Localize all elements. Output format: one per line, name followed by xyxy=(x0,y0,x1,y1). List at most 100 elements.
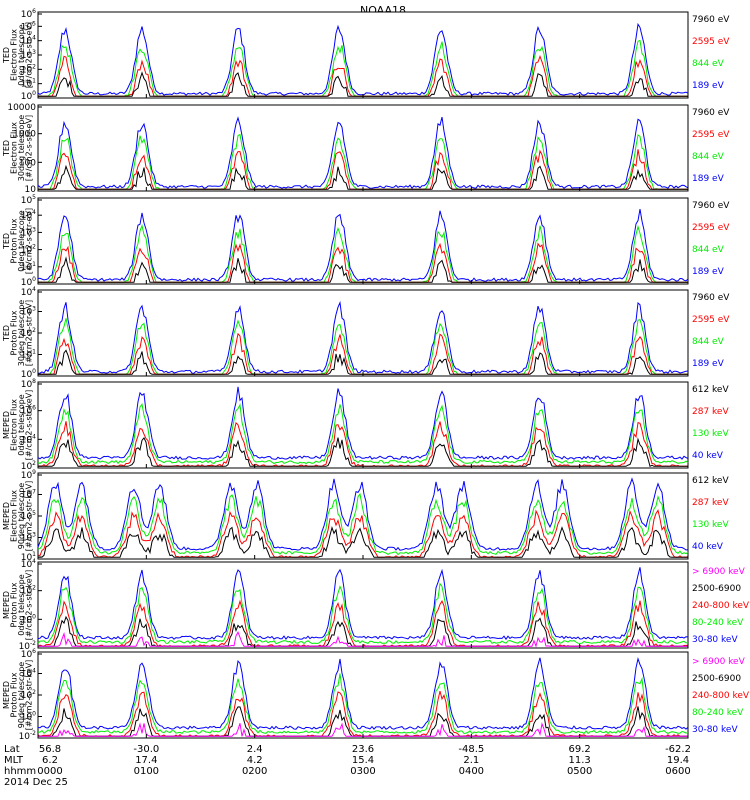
panel-frame xyxy=(37,11,689,99)
y-axis-label-line: 30deg telescope xyxy=(17,300,26,367)
y-tick-base: 10 xyxy=(21,263,33,273)
y-tick-label: 1000 xyxy=(13,130,36,140)
y-tick-base: 10 xyxy=(21,553,33,563)
series-trace xyxy=(37,477,689,551)
y-tick-label: 104 xyxy=(21,558,36,570)
y-axis-label-line: [#/cm2-s-str-keV] xyxy=(25,390,34,461)
y-tick-base: 10 xyxy=(21,92,33,102)
legend-entry: > 6900 keV xyxy=(692,567,746,577)
legend-entry: 130 keV xyxy=(692,429,729,439)
legend-entry: 40 keV xyxy=(692,542,724,552)
panel-frame xyxy=(37,561,689,649)
y-tick-base: 10 xyxy=(21,713,33,723)
y-tick-base: 10 xyxy=(21,615,33,625)
legend-entry: 844 eV xyxy=(692,245,725,255)
y-tick-base: 10 xyxy=(21,407,33,417)
x-tick-label-hhmm: 0600 xyxy=(665,766,690,777)
y-tick-exp: 2 xyxy=(32,244,36,251)
y-tick-exp: 0 xyxy=(32,276,36,283)
y-tick-exp: 4 xyxy=(32,209,36,216)
y-tick-label: 102 xyxy=(21,327,36,339)
y-tick-exp: 7 xyxy=(32,489,36,496)
series-trace xyxy=(37,402,689,465)
y-tick-label: 101 xyxy=(21,78,36,90)
y-axis-label-line: Proton Flux xyxy=(10,218,19,263)
x-tick-label-lat: 69.2 xyxy=(569,744,591,755)
legend-entry: 7960 eV xyxy=(692,15,730,25)
y-tick-label: 105 xyxy=(21,20,36,32)
y-tick-base: 10 xyxy=(21,80,33,90)
y-tick-exp: 3 xyxy=(32,49,36,56)
y-tick-base: 10 xyxy=(21,351,33,361)
series-trace xyxy=(37,582,689,645)
y-tick-base: 10 xyxy=(21,196,33,206)
y-tick-label: 103 xyxy=(21,49,36,61)
y-tick-base: 10000 xyxy=(7,103,36,113)
y-tick-label: 106 xyxy=(21,648,36,660)
y-tick-base: 10 xyxy=(21,691,33,701)
y-tick-base: 10 xyxy=(21,471,33,481)
legend-entry: 130 keV xyxy=(692,520,729,530)
y-axis-label-line: Electron Flux xyxy=(10,29,19,81)
x-tick-label-hhmm: 0000 xyxy=(37,766,62,777)
y-tick-base: 10 xyxy=(21,650,33,660)
y-tick-exp: 2 xyxy=(32,327,36,334)
y-tick-label: 103 xyxy=(21,226,36,238)
y-axis-label: TEDElectron Flux30deg telescope[#/cm2-s-… xyxy=(2,115,34,182)
y-tick-base: 10 xyxy=(21,587,33,597)
y-tick-exp: -2 xyxy=(30,730,36,737)
y-tick-label: 10 xyxy=(25,185,37,195)
y-tick-exp: 4 xyxy=(32,558,36,565)
y-tick-base: 10 xyxy=(21,370,33,380)
y-tick-label: 10000 xyxy=(7,103,36,113)
legend-entry: 30-80 keV xyxy=(692,635,738,645)
legend-entry: 2500-6900 xyxy=(692,674,741,684)
y-tick-base: 10 xyxy=(21,22,33,32)
y-tick-exp: 0 xyxy=(32,90,36,97)
y-axis-label: MEPEDElectron Flux90deg telescope[#/cm2-… xyxy=(2,481,34,552)
y-tick-exp: 5 xyxy=(32,510,36,517)
y-tick-label: 108 xyxy=(21,378,36,390)
y-axis-label-line: TED xyxy=(2,140,11,157)
y-tick-exp: 2 xyxy=(32,689,36,696)
axis-row-label-mlt: MLT xyxy=(4,755,24,766)
y-tick-label: 101 xyxy=(21,349,36,361)
y-tick-exp: 3 xyxy=(32,306,36,313)
legend-entry: 7960 eV xyxy=(692,108,730,118)
y-tick-exp: 1 xyxy=(32,78,36,85)
y-tick-base: 1000 xyxy=(13,130,36,140)
y-tick-label: 104 xyxy=(21,668,36,680)
legend-entry: 80-240 keV xyxy=(692,708,744,718)
y-tick-label: 103 xyxy=(21,532,36,544)
legend-entry: 189 eV xyxy=(692,81,725,91)
x-tick-label-lat: 23.6 xyxy=(352,744,374,755)
legend-entry: 189 eV xyxy=(692,267,725,277)
y-tick-label: 100 xyxy=(21,613,36,625)
y-tick-label: 101 xyxy=(21,551,36,563)
y-tick-label: 106 xyxy=(21,8,36,20)
y-tick-exp: 6 xyxy=(32,8,36,15)
y-tick-label: 10-2 xyxy=(19,640,37,652)
y-axis-label-line: TED xyxy=(2,47,11,64)
y-axis-label-line: [#/cm2-s-str-eV] xyxy=(25,300,34,366)
series-trace xyxy=(37,567,689,641)
x-tick-label-mlt: 4.2 xyxy=(247,755,263,766)
y-tick-base: 10 xyxy=(21,10,33,20)
y-tick-base: 10 xyxy=(25,185,37,195)
y-tick-base: 10 xyxy=(19,732,31,742)
y-tick-base: 10 xyxy=(21,308,33,318)
legend-entry: 2595 eV xyxy=(692,223,730,233)
y-tick-label: 104 xyxy=(21,433,36,445)
axis-date-label: 2014 Dec 25 xyxy=(4,777,68,788)
y-tick-exp: 0 xyxy=(32,711,36,718)
y-axis-label-line: MEPED xyxy=(2,502,11,530)
y-tick-base: 10 xyxy=(21,278,33,288)
y-tick-exp: 2 xyxy=(32,63,36,70)
y-axis-label-line: MEPED xyxy=(2,411,11,439)
legend-entry: 7960 eV xyxy=(692,293,730,303)
x-tick-label-lat: 2.4 xyxy=(247,744,263,755)
